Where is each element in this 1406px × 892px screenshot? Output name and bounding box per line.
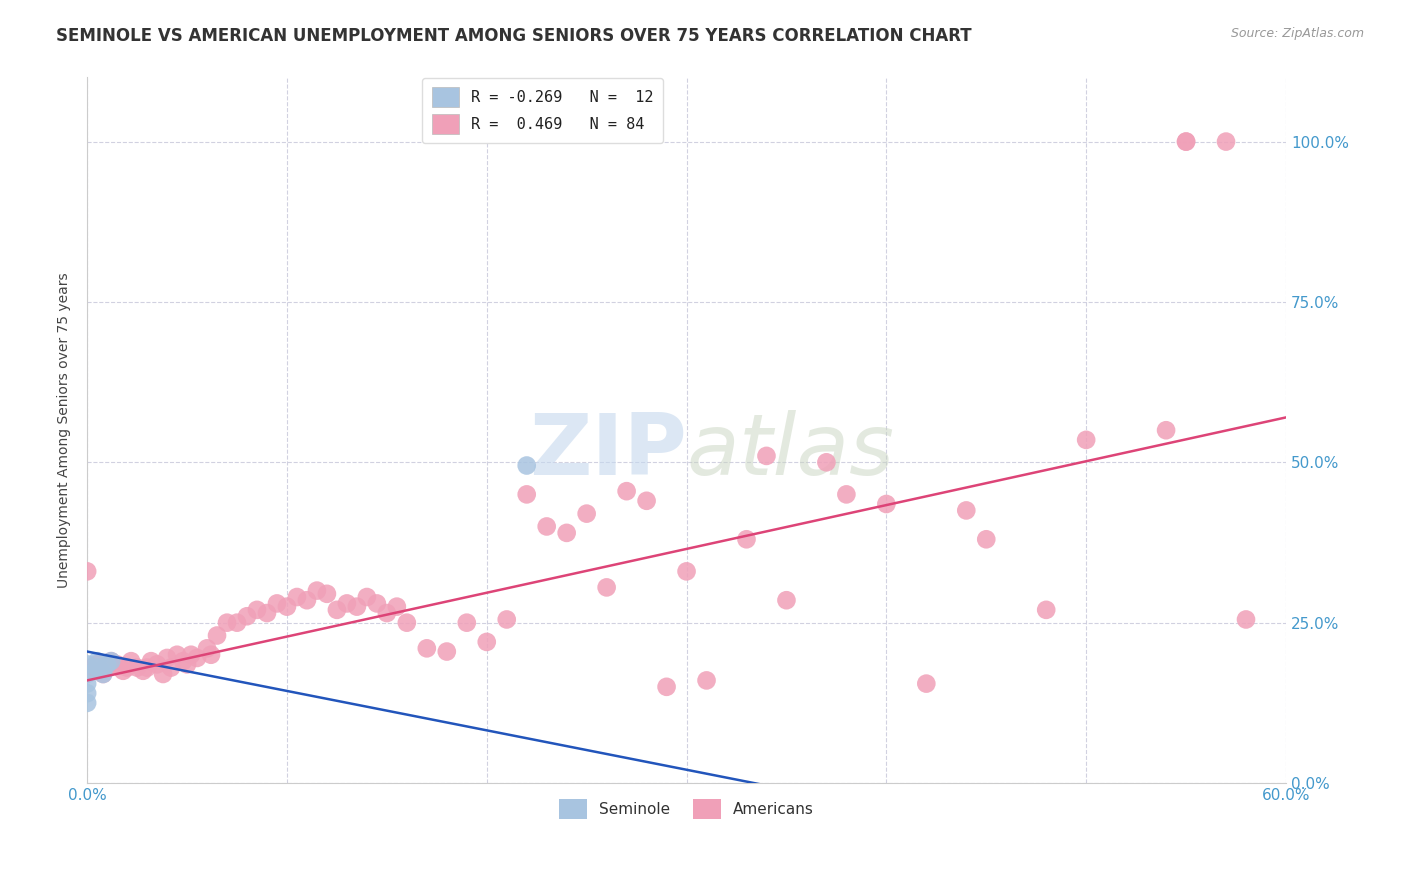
- Point: [112, 664, 135, 678]
- Point: [166, 648, 188, 662]
- Point: [96, 657, 118, 672]
- Point: [375, 606, 398, 620]
- Point: [100, 654, 122, 668]
- Point: [1175, 135, 1198, 149]
- Point: [80, 660, 103, 674]
- Point: [755, 449, 778, 463]
- Point: [1076, 433, 1098, 447]
- Point: [90, 664, 112, 678]
- Point: [226, 615, 249, 630]
- Point: [152, 667, 174, 681]
- Point: [76, 676, 98, 690]
- Point: [76, 664, 98, 678]
- Point: [115, 660, 138, 674]
- Point: [156, 651, 179, 665]
- Point: [915, 676, 938, 690]
- Point: [91, 667, 114, 681]
- Point: [256, 606, 278, 620]
- Point: [974, 533, 997, 547]
- Point: [86, 660, 108, 674]
- Point: [516, 487, 538, 501]
- Point: [636, 493, 658, 508]
- Point: [305, 583, 328, 598]
- Point: [815, 455, 838, 469]
- Point: [285, 590, 308, 604]
- Point: [205, 628, 228, 642]
- Point: [875, 497, 897, 511]
- Point: [76, 657, 98, 672]
- Point: [127, 660, 149, 674]
- Point: [1215, 135, 1237, 149]
- Point: [276, 599, 298, 614]
- Point: [176, 657, 198, 672]
- Point: [246, 603, 269, 617]
- Point: [356, 590, 378, 604]
- Point: [180, 648, 202, 662]
- Point: [955, 503, 977, 517]
- Point: [86, 654, 108, 668]
- Point: [91, 667, 114, 681]
- Point: [326, 603, 349, 617]
- Point: [132, 664, 155, 678]
- Point: [366, 596, 388, 610]
- Point: [835, 487, 858, 501]
- Point: [215, 615, 238, 630]
- Point: [735, 533, 758, 547]
- Point: [172, 654, 194, 668]
- Text: SEMINOLE VS AMERICAN UNEMPLOYMENT AMONG SENIORS OVER 75 YEARS CORRELATION CHART: SEMINOLE VS AMERICAN UNEMPLOYMENT AMONG …: [56, 27, 972, 45]
- Point: [295, 593, 318, 607]
- Point: [146, 657, 169, 672]
- Y-axis label: Unemployment Among Seniors over 75 years: Unemployment Among Seniors over 75 years: [58, 272, 72, 588]
- Point: [495, 612, 517, 626]
- Point: [575, 507, 598, 521]
- Legend: Seminole, Americans: Seminole, Americans: [554, 793, 820, 825]
- Point: [456, 615, 478, 630]
- Point: [136, 660, 159, 674]
- Point: [105, 657, 128, 672]
- Point: [160, 660, 183, 674]
- Point: [536, 519, 558, 533]
- Text: Source: ZipAtlas.com: Source: ZipAtlas.com: [1230, 27, 1364, 40]
- Point: [76, 696, 98, 710]
- Point: [316, 587, 339, 601]
- Point: [616, 484, 638, 499]
- Point: [416, 641, 439, 656]
- Point: [236, 609, 259, 624]
- Point: [436, 644, 458, 658]
- Point: [1175, 135, 1198, 149]
- Point: [655, 680, 678, 694]
- Point: [76, 565, 98, 579]
- Point: [516, 458, 538, 473]
- Text: atlas: atlas: [686, 410, 894, 493]
- Point: [266, 596, 288, 610]
- Point: [139, 654, 162, 668]
- Point: [100, 654, 122, 668]
- Point: [475, 635, 498, 649]
- Point: [195, 641, 218, 656]
- Point: [120, 654, 142, 668]
- Text: ZIP: ZIP: [529, 410, 686, 493]
- Point: [395, 615, 418, 630]
- Point: [696, 673, 718, 688]
- Point: [86, 657, 108, 672]
- Point: [595, 581, 617, 595]
- Point: [675, 565, 697, 579]
- Point: [76, 686, 98, 700]
- Point: [1234, 612, 1257, 626]
- Point: [385, 599, 408, 614]
- Point: [775, 593, 797, 607]
- Point: [336, 596, 359, 610]
- Point: [1035, 603, 1057, 617]
- Point: [96, 660, 118, 674]
- Point: [346, 599, 368, 614]
- Point: [555, 525, 578, 540]
- Point: [1154, 423, 1177, 437]
- Point: [200, 648, 222, 662]
- Point: [76, 667, 98, 681]
- Point: [186, 651, 208, 665]
